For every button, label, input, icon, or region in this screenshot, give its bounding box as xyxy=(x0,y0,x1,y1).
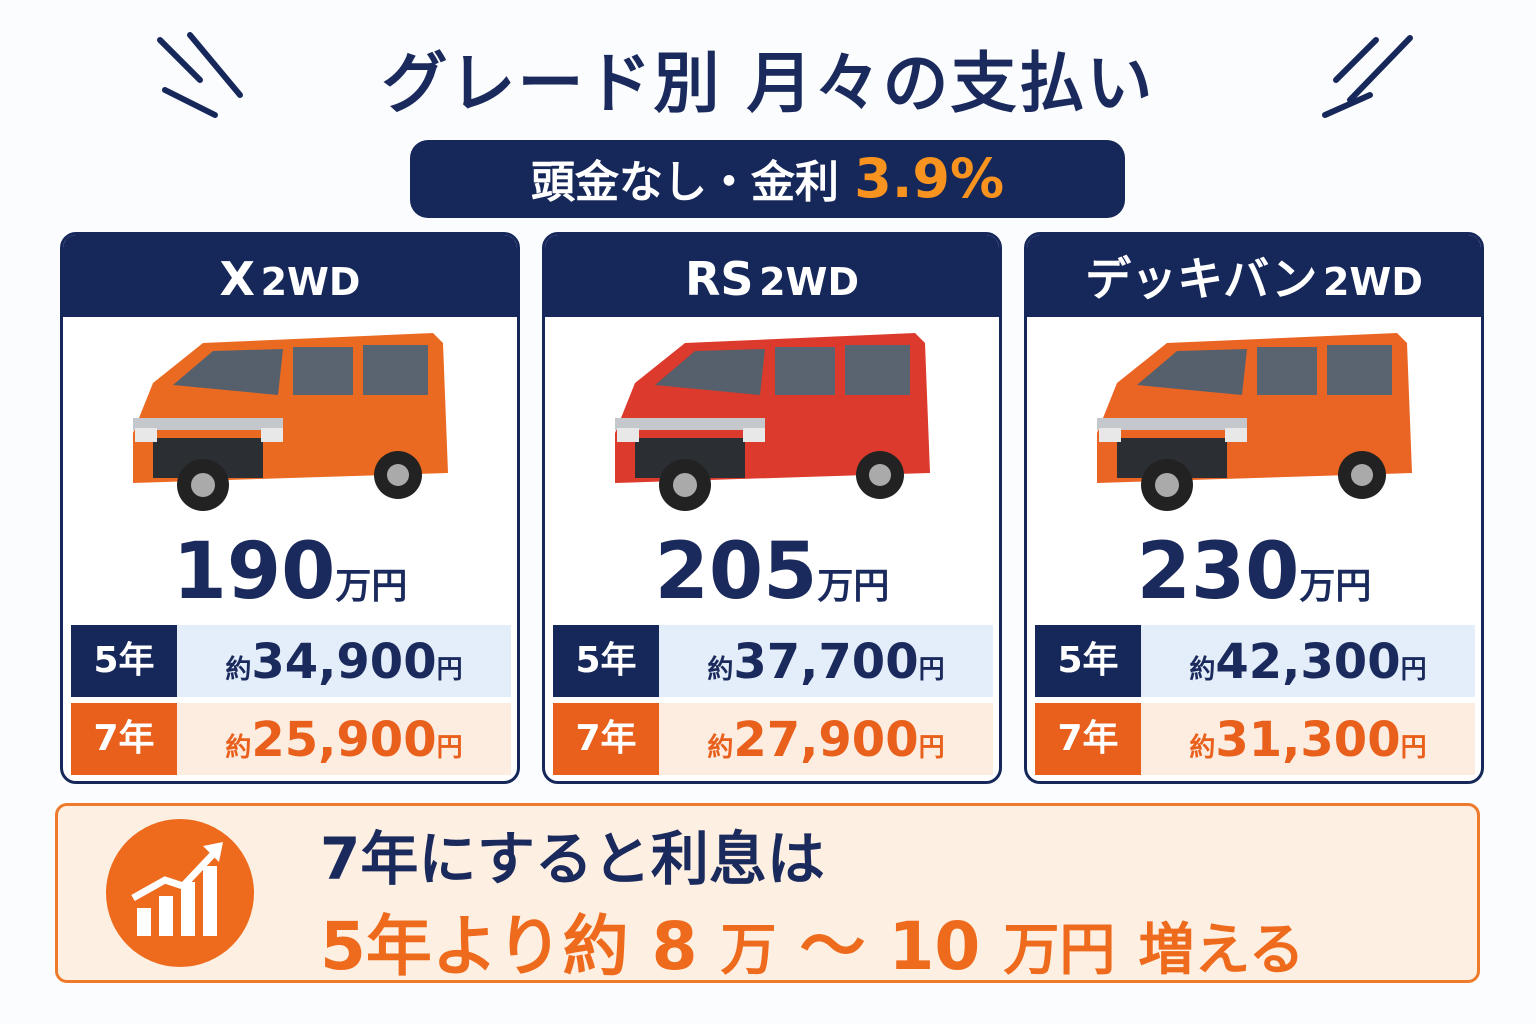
price-unit: 万円 xyxy=(1299,566,1372,607)
footer-part: 10 xyxy=(888,908,981,985)
footer-part: 万円 xyxy=(1003,918,1116,983)
price-unit: 万円 xyxy=(335,566,408,607)
plan-amount-box: 約25,900円 xyxy=(177,703,511,775)
grade-name: RS xyxy=(684,252,754,306)
amount-unit: 円 xyxy=(918,733,945,763)
interest-rate: 3.9% xyxy=(854,147,1005,210)
plan-row: 7年 約31,300円 xyxy=(1035,703,1475,775)
grade-name: X xyxy=(219,252,255,306)
van-image xyxy=(615,333,930,511)
footer-part: 〜 xyxy=(799,908,866,985)
grade-card: RS 2WD 205万円 5年 約37,700円 7年 約27,900円 xyxy=(542,232,1002,784)
plan-row: 5年 約37,700円 xyxy=(553,625,993,697)
grade-card: X 2WD 190万円 5年 約34,900円 7年 約25,900円 xyxy=(60,232,520,784)
amount-prefix: 約 xyxy=(225,733,252,763)
growth-icon xyxy=(106,819,254,967)
footer-box xyxy=(55,803,1480,983)
plan-term: 7年 xyxy=(1035,703,1141,775)
footer-line2: 5年より約 8 万 〜 10 万円 増える xyxy=(320,893,1305,989)
footer-part: 万 xyxy=(720,918,777,983)
grade-card: デッキバン 2WD 230万円 5年 約42,300円 7年 約31,300円 xyxy=(1024,232,1484,784)
footer-part: 8 xyxy=(651,908,698,985)
van-image xyxy=(133,333,448,511)
van-image xyxy=(1097,333,1412,511)
price-value: 205 xyxy=(654,527,818,617)
monthly-amount: 37,700 xyxy=(733,634,919,690)
title-decoration xyxy=(157,32,1413,118)
plan-term: 5年 xyxy=(1035,625,1141,697)
drive-type: 2WD xyxy=(1322,260,1423,304)
monthly-amount: 42,300 xyxy=(1215,634,1401,690)
drive-type: 2WD xyxy=(759,260,860,304)
amount-unit: 円 xyxy=(436,733,463,763)
price-value: 230 xyxy=(1136,527,1300,617)
plan-term: 5年 xyxy=(553,625,659,697)
price: 230万円 xyxy=(1027,527,1481,617)
plan-amount-box: 約37,700円 xyxy=(659,625,993,697)
footer-part: 増える xyxy=(1138,918,1305,983)
plan-row: 7年 約27,900円 xyxy=(553,703,993,775)
plan-amount-box: 約42,300円 xyxy=(1141,625,1475,697)
monthly-amount: 25,900 xyxy=(251,712,437,768)
card-header: X 2WD xyxy=(63,235,517,317)
price: 190万円 xyxy=(63,527,517,617)
plan-term: 5年 xyxy=(71,625,177,697)
subtitle-text: 頭金なし・金利 xyxy=(530,157,839,208)
drive-type: 2WD xyxy=(260,260,361,304)
plan-row: 7年 約25,900円 xyxy=(71,703,511,775)
title: グレード別 月々の支払い xyxy=(381,45,1155,122)
monthly-amount: 27,900 xyxy=(733,712,919,768)
plan-row: 5年 約42,300円 xyxy=(1035,625,1475,697)
amount-prefix: 約 xyxy=(1189,655,1216,685)
amount-prefix: 約 xyxy=(1189,733,1216,763)
price: 205万円 xyxy=(545,527,999,617)
card-header: RS 2WD xyxy=(545,235,999,317)
amount-unit: 円 xyxy=(436,655,463,685)
amount-prefix: 約 xyxy=(707,655,734,685)
monthly-amount: 34,900 xyxy=(251,634,437,690)
price-value: 190 xyxy=(172,527,336,617)
price-unit: 万円 xyxy=(817,566,890,607)
plan-amount-box: 約31,300円 xyxy=(1141,703,1475,775)
amount-unit: 円 xyxy=(918,655,945,685)
amount-prefix: 約 xyxy=(225,655,252,685)
plan-amount-box: 約34,900円 xyxy=(177,625,511,697)
footer-line1: 7年にすると利息は xyxy=(320,825,825,893)
footer-part: 5年より約 xyxy=(320,908,629,985)
plan-amount-box: 約27,900円 xyxy=(659,703,993,775)
plan-term: 7年 xyxy=(71,703,177,775)
amount-prefix: 約 xyxy=(707,733,734,763)
plan-term: 7年 xyxy=(553,703,659,775)
monthly-amount: 31,300 xyxy=(1215,712,1401,768)
subtitle: 頭金なし・金利 3.9% xyxy=(410,140,1125,218)
amount-unit: 円 xyxy=(1400,733,1427,763)
plan-row: 5年 約34,900円 xyxy=(71,625,511,697)
card-header: デッキバン 2WD xyxy=(1027,235,1481,317)
amount-unit: 円 xyxy=(1400,655,1427,685)
grade-name: デッキバン xyxy=(1085,252,1318,306)
